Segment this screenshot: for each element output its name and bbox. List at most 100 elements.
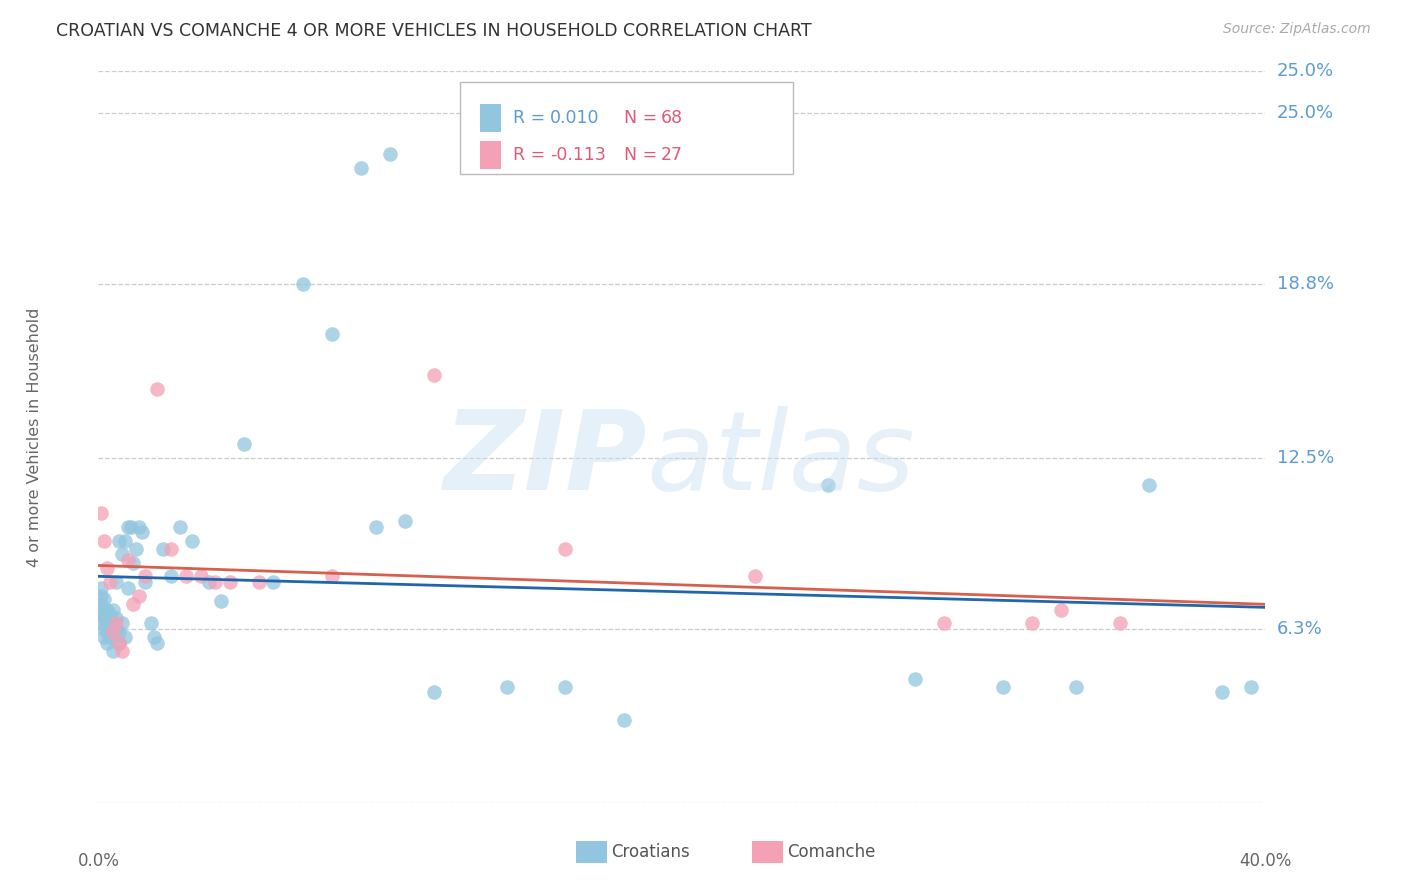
Point (93, 630, 115, 644)
Point (190, 569, 212, 583)
Point (204, 574, 226, 589)
Point (218, 574, 240, 589)
Point (108, 624, 131, 639)
Point (90, 616, 112, 631)
Point (101, 644, 124, 658)
Bar (479, 104, 501, 132)
Point (117, 520, 139, 534)
Point (423, 368, 446, 382)
Point (114, 630, 136, 644)
Text: ZIP: ZIP (443, 406, 647, 513)
Text: Croatians: Croatians (612, 843, 690, 861)
Point (262, 574, 284, 589)
Point (125, 541, 148, 556)
Point (291, 277, 314, 291)
Point (93, 622, 115, 636)
Point (90, 581, 112, 595)
Point (321, 326, 343, 341)
Point (146, 636, 169, 650)
Point (101, 616, 124, 631)
Text: 0.0%: 0.0% (77, 853, 120, 871)
Text: N =: N = (623, 109, 662, 127)
Point (96, 561, 118, 575)
Text: R =: R = (513, 146, 550, 164)
Point (117, 581, 139, 595)
Point (554, 680, 576, 694)
Point (934, 616, 956, 631)
Point (104, 611, 127, 625)
Text: atlas: atlas (647, 406, 915, 513)
Point (134, 569, 156, 583)
Point (744, 569, 766, 583)
Point (101, 624, 124, 639)
Point (1108, 616, 1130, 631)
Point (128, 520, 150, 534)
Point (146, 382, 169, 396)
Point (101, 630, 124, 644)
Point (90, 589, 112, 603)
Point (423, 685, 446, 699)
Point (160, 541, 183, 556)
Point (122, 597, 145, 611)
Point (90, 597, 112, 611)
Point (142, 630, 165, 644)
Point (1050, 602, 1073, 616)
Point (108, 636, 131, 650)
Point (98, 574, 121, 589)
Point (101, 602, 124, 616)
Point (96, 636, 118, 650)
Point (134, 574, 156, 589)
Point (104, 622, 127, 636)
Point (364, 520, 387, 534)
Text: 40.0%: 40.0% (1239, 853, 1292, 871)
Point (104, 616, 127, 631)
Point (247, 574, 270, 589)
Text: R =: R = (513, 109, 550, 127)
Point (96, 602, 118, 616)
Text: 68: 68 (661, 109, 683, 127)
Text: 25.0%: 25.0% (1277, 103, 1334, 122)
Point (96, 614, 118, 628)
Point (152, 541, 174, 556)
Point (98, 608, 121, 623)
Point (111, 616, 134, 631)
Point (93, 533, 115, 548)
Point (612, 713, 634, 727)
Point (174, 569, 197, 583)
Text: 6.3%: 6.3% (1277, 620, 1323, 638)
Point (93, 591, 115, 606)
Text: 4 or more Vehicles in Household: 4 or more Vehicles in Household (27, 308, 42, 566)
Point (128, 589, 150, 603)
Point (104, 574, 127, 589)
Point (495, 680, 517, 694)
Text: 18.8%: 18.8% (1277, 275, 1334, 293)
Point (817, 478, 839, 492)
Point (111, 644, 134, 658)
Bar (479, 141, 501, 169)
Text: 25.0%: 25.0% (1277, 62, 1334, 80)
Point (160, 569, 183, 583)
Text: Source: ZipAtlas.com: Source: ZipAtlas.com (1223, 22, 1371, 37)
Point (1211, 685, 1233, 699)
Point (198, 574, 221, 589)
Text: Comanche: Comanche (787, 843, 876, 861)
Point (98, 630, 121, 644)
Point (108, 636, 131, 650)
Text: N =: N = (623, 146, 662, 164)
Point (96, 624, 118, 639)
Point (1240, 680, 1263, 694)
Point (93, 611, 115, 625)
Point (1137, 478, 1160, 492)
Text: 0.010: 0.010 (550, 109, 599, 127)
Point (554, 541, 576, 556)
Point (108, 533, 131, 548)
Point (904, 672, 927, 686)
Text: CROATIAN VS COMANCHE 4 OR MORE VEHICLES IN HOUSEHOLD CORRELATION CHART: CROATIAN VS COMANCHE 4 OR MORE VEHICLES … (56, 22, 811, 40)
Point (169, 520, 191, 534)
Point (131, 525, 153, 540)
Point (209, 594, 232, 608)
Point (90, 602, 112, 616)
Point (394, 514, 416, 528)
Point (1021, 616, 1043, 631)
Point (90, 506, 112, 520)
